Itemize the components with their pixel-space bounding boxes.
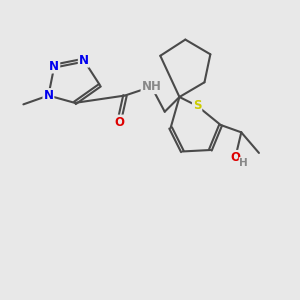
Text: N: N: [79, 54, 89, 67]
Text: H: H: [239, 158, 248, 168]
Text: N: N: [49, 60, 59, 73]
Text: S: S: [193, 99, 201, 112]
Text: NH: NH: [142, 80, 161, 93]
Text: O: O: [230, 151, 240, 164]
Text: N: N: [44, 89, 53, 102]
Text: O: O: [114, 116, 124, 128]
